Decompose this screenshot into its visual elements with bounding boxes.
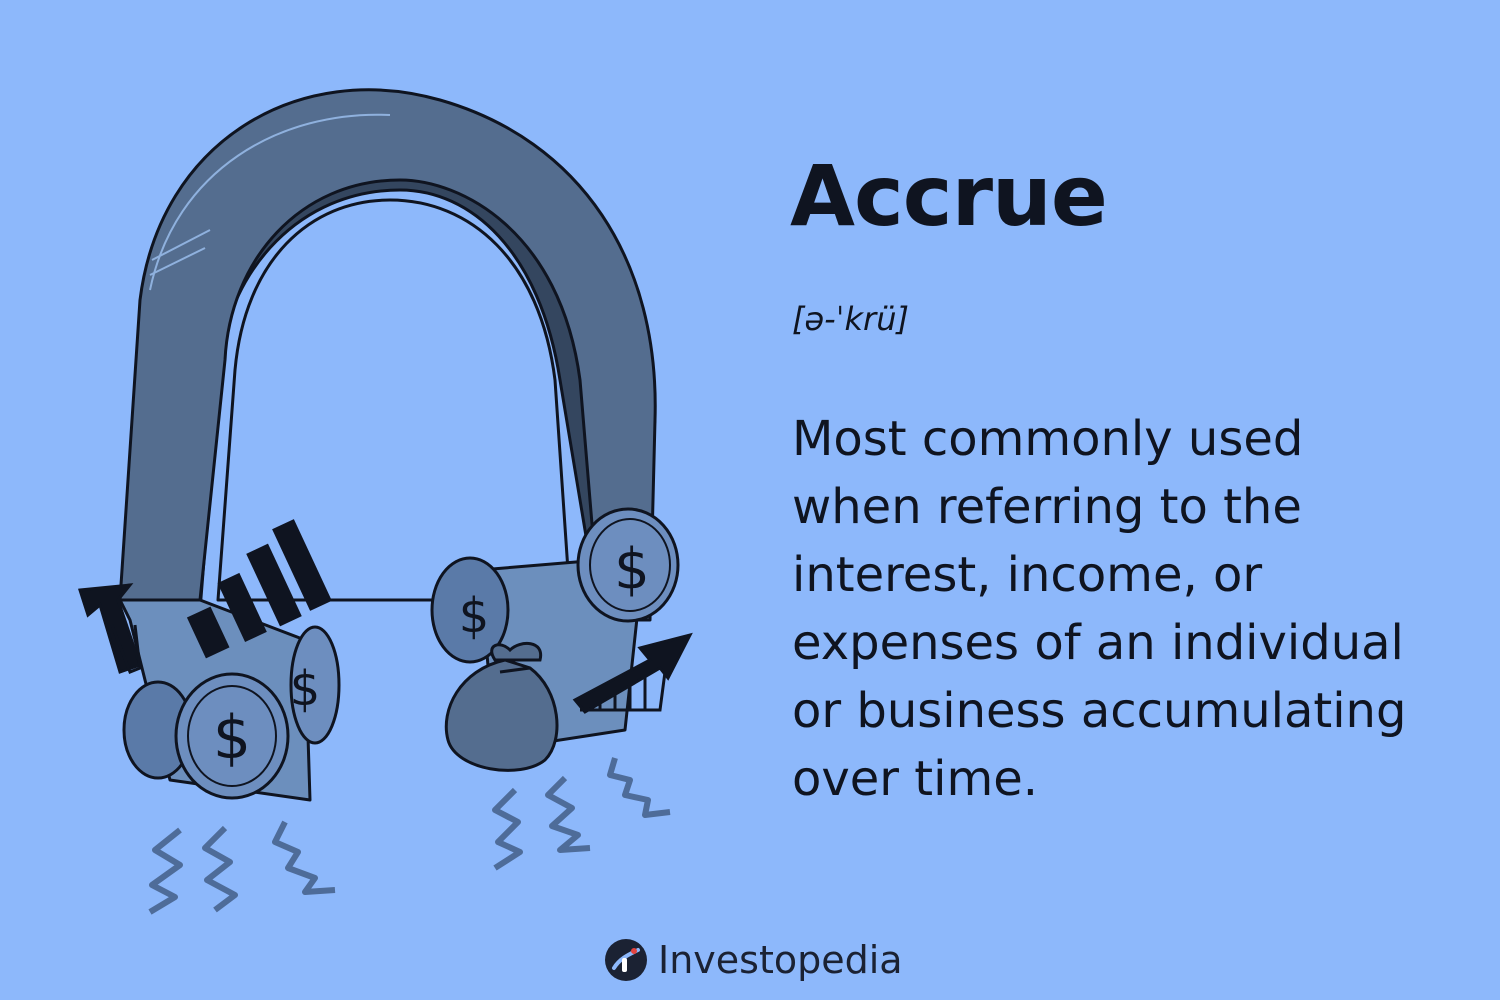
growth-bars-icon [186, 519, 332, 659]
dollar-sign: $ [290, 661, 321, 717]
up-arrow-icon [78, 583, 142, 674]
term-pronunciation: [ə-ˈkrü] [792, 300, 909, 338]
magnet-illustration: $ $ $ $ [78, 88, 693, 915]
magnet-inner [216, 198, 572, 602]
dollar-coin-icon: $ [174, 672, 290, 800]
dollar-sign: $ [459, 588, 490, 644]
money-bag-icon [444, 641, 559, 772]
dollar-sign: $ [213, 703, 251, 773]
investopedia-logo-icon [605, 939, 647, 981]
term-title: Accrue [790, 147, 1108, 245]
brand-logo: Investopedia [604, 930, 903, 990]
dollar-coin-icon: $ [576, 507, 680, 623]
term-definition: Most commonly used when referring to the… [792, 411, 1407, 807]
dollar-coin-icon: $ [430, 556, 510, 664]
dollar-coin-icon: $ [289, 625, 341, 745]
up-arrow-icon [572, 632, 693, 714]
magnet-highlight [149, 113, 391, 291]
magnet-body [118, 88, 657, 622]
dollar-sign: $ [614, 537, 650, 602]
brand-name: Investopedia [658, 938, 903, 982]
magnetic-force-lines [148, 757, 671, 915]
